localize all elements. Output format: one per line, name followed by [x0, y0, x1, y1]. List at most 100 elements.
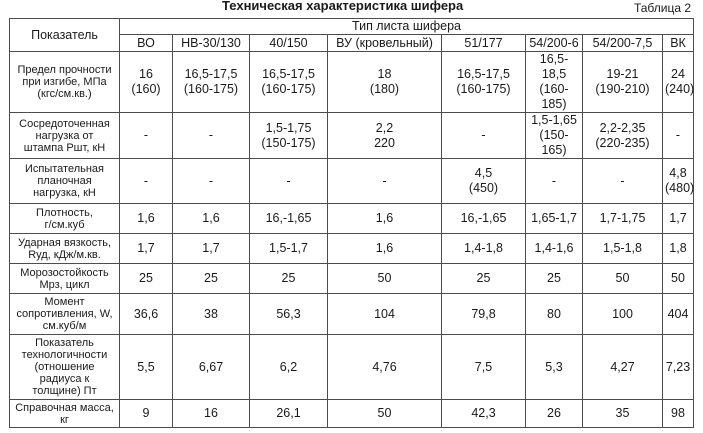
row-label-line: сопротивления, W,: [16, 308, 113, 320]
row-label-line: радиуса к: [39, 373, 90, 385]
row-label-line: при изгибе, МПа: [22, 76, 107, 88]
table-cell: 25: [525, 263, 583, 294]
table-cell: 1,7: [172, 233, 250, 264]
table-cell: 16,-1,65: [441, 203, 526, 234]
table-cell: 1,4-1,8: [441, 233, 526, 264]
table-cell: 16,5-17,5 (160-175): [172, 51, 250, 113]
row-label: Морозостойкость Мрз, цикл: [9, 263, 120, 294]
table-cell: 16,5-17,5 (160-175): [249, 51, 328, 113]
table-cell: 4,5 (450): [441, 158, 526, 204]
cell-value: 100: [612, 306, 633, 321]
cell-value: 25: [476, 271, 491, 285]
cell-value: 19-21: [606, 67, 639, 81]
table-cell: -: [172, 112, 250, 159]
table-cell: -: [119, 158, 173, 204]
cell-value: 104: [374, 306, 395, 321]
column-header: 54/200-6: [525, 34, 583, 52]
table-cell: 1,5-1,7: [249, 233, 328, 264]
row-label-line: Сосредоточенная: [19, 117, 110, 130]
table-cell: 4,76: [327, 334, 442, 400]
cell-value: 6,2: [279, 359, 298, 374]
row-label-line: Момент: [44, 296, 85, 308]
table-cell: 16,-1,65: [249, 203, 328, 234]
cell-value: (190-210): [595, 82, 650, 96]
column-header: ВК: [662, 34, 694, 52]
row-label-line: Испытательная: [24, 163, 105, 175]
table-title: Техническая характеристика шифера: [222, 0, 464, 13]
cell-value: 50: [671, 271, 685, 285]
cell-value: 1,6: [375, 211, 394, 225]
cell-value: -: [382, 173, 387, 188]
row-label: Испытательная планочная нагрузка, кН: [9, 158, 120, 204]
row-label-line: Мрз, цикл: [39, 278, 90, 291]
cell-value: 16: [139, 67, 153, 81]
cell-value: 1,6: [137, 211, 155, 225]
cell-value: (160-175): [456, 82, 511, 96]
table-cell: 100: [582, 293, 663, 335]
table-cell: 104: [327, 293, 442, 335]
cell-value: 4,8: [669, 166, 687, 180]
cell-value: (180): [369, 82, 400, 96]
cell-value: 4,27: [610, 359, 635, 374]
row-label: Предел прочности при изгибе, МПа (кгс/см.к…: [9, 51, 120, 113]
table-cell: 5,3: [525, 334, 583, 400]
cell-value: 25: [281, 271, 296, 285]
table-cell: 19-21 (190-210): [582, 51, 663, 113]
table-cell: -: [172, 158, 250, 204]
cell-value: 26: [547, 406, 561, 420]
table-cell: 1,5-1,65 (150-165): [525, 112, 583, 159]
table-cell: 16,5-17,5 (160-175): [441, 51, 526, 113]
cell-value: 25: [204, 271, 218, 285]
column-header: ВО: [119, 34, 173, 52]
row-label-line: нагрузка от: [35, 129, 94, 142]
cell-value: 50: [377, 271, 392, 285]
cell-value: 404: [667, 306, 689, 321]
row-label-line: планочная: [37, 175, 92, 187]
row-label: Справочная масса, кг: [9, 399, 120, 428]
cell-value: 38: [204, 306, 218, 321]
cell-value: -: [551, 173, 557, 188]
row-label-line: кг: [60, 413, 69, 426]
row-label-line: нагрузка, кН: [33, 187, 96, 199]
cell-value: 26,1: [276, 406, 301, 420]
table-cell: 38: [172, 293, 250, 335]
cell-value: 18: [377, 67, 392, 81]
cell-value: (160-175): [261, 82, 316, 96]
table-cell: 1,6: [327, 203, 442, 234]
row-label-line: Ударная вязкость,: [17, 236, 112, 249]
row-label-line: (отношение: [34, 361, 95, 373]
table-cell: 1,65-1,7: [525, 203, 583, 234]
table-cell: 26,1: [249, 399, 328, 428]
table-cell: 1,5-1,8: [582, 233, 663, 264]
table-cell: 16,5-18,5 (160-185): [525, 51, 583, 113]
row-label: Сосредоточенная нагрузка от штампа Ршт, кН: [9, 112, 120, 159]
column-header: 51/177: [441, 34, 526, 52]
cell-value: 6,67: [198, 359, 224, 374]
table-cell: 1,8: [662, 233, 694, 264]
table-cell: 4,27: [582, 334, 663, 400]
cell-value: (220-235): [595, 135, 650, 150]
cell-value: 25: [547, 271, 561, 285]
cell-value: 80: [547, 306, 561, 321]
table-cell: 18 (180): [327, 51, 442, 113]
table-cell: 6,2: [249, 334, 328, 400]
table-cell: 1,7: [119, 233, 173, 264]
cell-value: 1,4-1,6: [534, 241, 574, 255]
row-label: Показатель технологичности (отношение радиу…: [9, 334, 120, 400]
header-row-columns: ВО НВ-30/130 40/150 ВУ (кровельный) 51/177 54…: [10, 34, 694, 52]
row-label-line: (кгс/см.кв.): [37, 88, 92, 100]
cell-value: 5,3: [545, 359, 563, 374]
cell-value: 50: [377, 406, 392, 420]
cell-value: -: [620, 173, 625, 188]
table-cell: 1,7-1,75: [582, 203, 663, 234]
header-row-group: Показатель Тип листа шифера: [9, 18, 694, 52]
cell-value: 35: [615, 406, 630, 420]
table-row: Морозостойкость Мрз, цикл 25 25 25 50 25 25 50 50: [9, 263, 694, 294]
table-cell: 26: [525, 399, 583, 428]
table-cell: 1,6: [327, 233, 442, 264]
row-label-line: Предел прочности: [17, 64, 112, 76]
slate-spec-table: Показатель Тип листа шифера ВО НВ-30/130 4…: [9, 18, 694, 428]
column-header: 40/150: [249, 34, 328, 52]
header-indicator: Показатель: [9, 18, 120, 52]
table-cell: 1,5-1,75 (150-175): [249, 112, 328, 159]
